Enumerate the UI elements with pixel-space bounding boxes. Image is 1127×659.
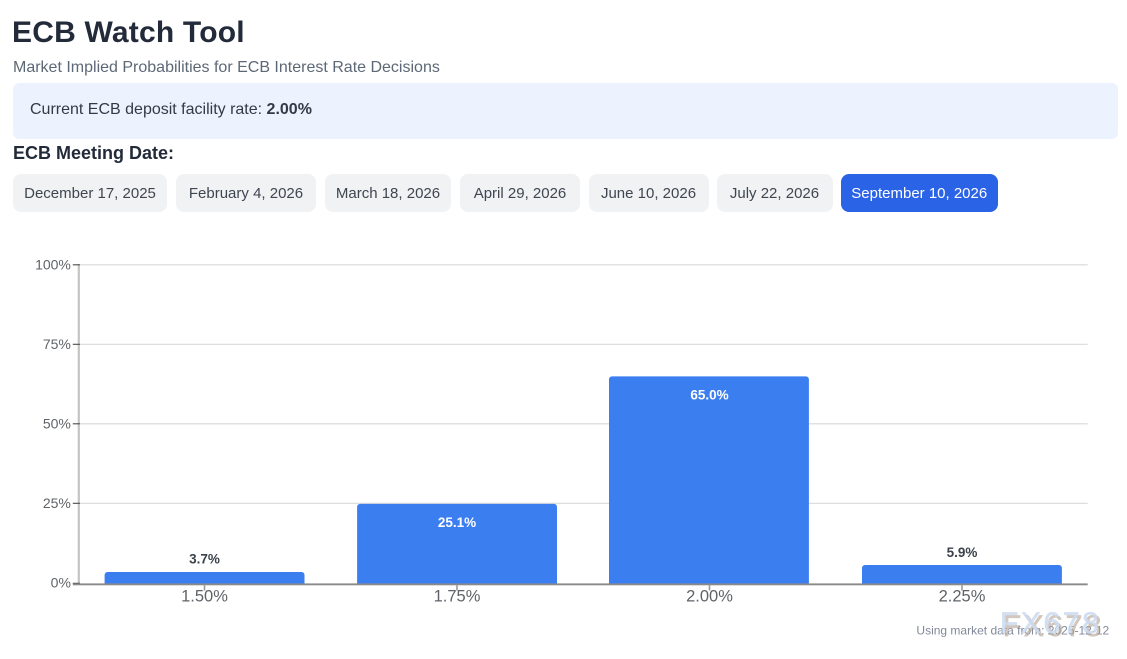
svg-text:0%: 0% <box>51 575 71 591</box>
svg-text:FX678: FX678 <box>1003 610 1104 643</box>
svg-text:FX678: FX678 <box>1000 607 1101 640</box>
svg-text:1.75%: 1.75% <box>434 588 481 606</box>
svg-text:Using market data from: 2025-1: Using market data from: 2025-12-12 <box>916 623 1109 637</box>
svg-text:65.0%: 65.0% <box>690 388 728 403</box>
svg-text:2.00%: 2.00% <box>686 588 733 606</box>
svg-text:2.25%: 2.25% <box>939 588 986 606</box>
svg-text:25.1%: 25.1% <box>438 515 476 530</box>
svg-text:1.50%: 1.50% <box>181 588 228 606</box>
svg-text:100%: 100% <box>35 256 71 272</box>
svg-text:75%: 75% <box>43 336 71 352</box>
svg-text:5.9%: 5.9% <box>947 545 978 560</box>
svg-text:50%: 50% <box>43 415 71 431</box>
svg-text:25%: 25% <box>43 495 71 511</box>
svg-text:3.7%: 3.7% <box>189 552 220 567</box>
